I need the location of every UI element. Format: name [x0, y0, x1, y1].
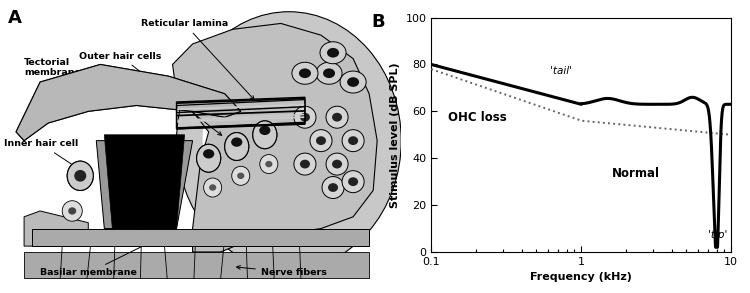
Ellipse shape [196, 144, 220, 172]
Ellipse shape [204, 178, 222, 197]
Polygon shape [24, 252, 369, 278]
Ellipse shape [294, 153, 316, 175]
Ellipse shape [326, 153, 348, 175]
Ellipse shape [332, 160, 342, 168]
Ellipse shape [316, 62, 342, 84]
Polygon shape [172, 23, 377, 252]
Text: OHC loss: OHC loss [448, 111, 507, 124]
Ellipse shape [328, 183, 338, 192]
Text: Inner hair cell: Inner hair cell [4, 139, 78, 168]
Text: Basilar membrane: Basilar membrane [40, 239, 157, 277]
Ellipse shape [74, 170, 86, 182]
Ellipse shape [209, 184, 216, 191]
Text: Normal: Normal [612, 167, 660, 180]
Polygon shape [176, 104, 305, 110]
Ellipse shape [225, 132, 249, 161]
Ellipse shape [348, 177, 358, 186]
Text: Nerve fibers: Nerve fibers [236, 265, 327, 277]
Polygon shape [96, 141, 193, 229]
X-axis label: Frequency (kHz): Frequency (kHz) [530, 272, 632, 282]
Ellipse shape [266, 161, 272, 167]
Ellipse shape [231, 137, 242, 147]
Ellipse shape [203, 149, 214, 159]
Polygon shape [24, 211, 88, 246]
Polygon shape [176, 122, 305, 129]
Ellipse shape [316, 136, 326, 145]
Ellipse shape [342, 171, 364, 193]
Ellipse shape [327, 48, 339, 57]
Text: 'tip': 'tip' [708, 230, 728, 240]
Ellipse shape [347, 77, 359, 87]
Ellipse shape [340, 71, 366, 93]
Polygon shape [176, 110, 305, 116]
Text: 'tail': 'tail' [550, 66, 572, 76]
Ellipse shape [348, 136, 358, 145]
Ellipse shape [260, 126, 271, 135]
Polygon shape [176, 106, 305, 113]
Polygon shape [145, 141, 193, 229]
Ellipse shape [203, 149, 214, 159]
Y-axis label: Stimulus level (dB SPL): Stimulus level (dB SPL) [390, 62, 400, 208]
Ellipse shape [292, 62, 318, 84]
Ellipse shape [326, 106, 348, 128]
Ellipse shape [232, 166, 250, 185]
Ellipse shape [196, 144, 220, 172]
Polygon shape [96, 141, 136, 229]
Polygon shape [176, 116, 305, 123]
Ellipse shape [62, 201, 82, 221]
Ellipse shape [231, 137, 242, 147]
Text: Tectorial
membrane: Tectorial membrane [24, 58, 81, 77]
Ellipse shape [253, 121, 277, 149]
Polygon shape [104, 135, 184, 229]
Ellipse shape [342, 130, 364, 152]
Ellipse shape [332, 113, 342, 122]
Ellipse shape [323, 69, 335, 78]
Ellipse shape [30, 108, 50, 126]
Ellipse shape [260, 154, 278, 173]
Polygon shape [176, 122, 305, 129]
Ellipse shape [225, 132, 249, 161]
Polygon shape [176, 114, 305, 121]
Polygon shape [32, 229, 369, 246]
Ellipse shape [299, 69, 311, 78]
Ellipse shape [253, 121, 277, 149]
Polygon shape [16, 64, 241, 141]
Ellipse shape [68, 207, 76, 214]
Polygon shape [176, 98, 305, 104]
Ellipse shape [202, 45, 343, 236]
Ellipse shape [68, 161, 93, 190]
Text: Reticular lamina: Reticular lamina [141, 19, 254, 100]
Text: Outer hair cells: Outer hair cells [80, 52, 222, 135]
Ellipse shape [300, 160, 310, 168]
Text: B: B [371, 13, 385, 31]
Ellipse shape [68, 161, 93, 190]
Ellipse shape [237, 173, 244, 179]
Polygon shape [16, 64, 241, 141]
Ellipse shape [294, 106, 316, 128]
Ellipse shape [300, 113, 310, 122]
Polygon shape [104, 146, 184, 229]
Ellipse shape [322, 176, 344, 199]
Polygon shape [176, 98, 305, 105]
Ellipse shape [74, 170, 86, 182]
Text: A: A [8, 9, 22, 27]
Ellipse shape [176, 12, 401, 270]
Ellipse shape [260, 126, 271, 135]
Ellipse shape [310, 130, 332, 152]
Ellipse shape [320, 42, 346, 64]
